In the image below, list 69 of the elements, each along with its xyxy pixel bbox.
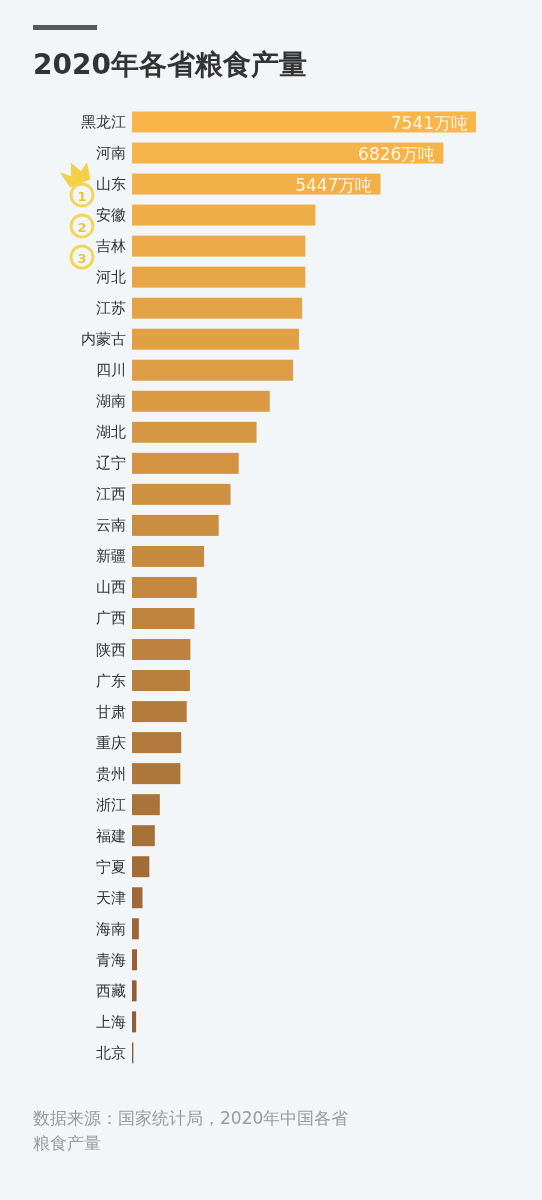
y-tick-label: 天津: [96, 888, 126, 907]
bar: [132, 173, 381, 195]
y-tick-label: 北京: [96, 1043, 126, 1062]
y-tick-label: 黑龙江: [81, 113, 126, 131]
y-tick-label: 青海: [96, 950, 126, 969]
bar: [132, 794, 160, 816]
y-tick-label: 云南: [96, 516, 126, 535]
bar: [132, 266, 306, 288]
bar: [132, 483, 231, 505]
bar: [132, 421, 257, 443]
bar: [132, 825, 155, 847]
bar: [132, 918, 139, 940]
data-label: 6826万吨: [358, 144, 436, 165]
y-tick-label: 宁夏: [96, 857, 126, 876]
bar: [132, 235, 306, 257]
bar: [132, 452, 239, 474]
y-tick-label: 湖南: [96, 392, 126, 411]
bar: [132, 887, 143, 909]
y-tick-label: 福建: [96, 826, 126, 845]
bar: [132, 732, 182, 754]
bar: [132, 701, 187, 723]
y-tick-label: 西藏: [96, 981, 126, 1000]
bar: [132, 545, 205, 567]
y-tick-label: 江苏: [96, 299, 126, 318]
y-tick-label: 湖北: [96, 423, 126, 442]
bar: [132, 297, 303, 319]
source-note: 数据来源：国家统计局，2020年中国各省粮食产量: [33, 1107, 350, 1155]
bar: [132, 639, 191, 661]
y-tick-label: 吉林: [96, 237, 126, 256]
bar: [132, 390, 270, 412]
bar: [132, 980, 137, 1002]
bar: [132, 576, 197, 598]
bar: [132, 111, 476, 133]
bar: [132, 949, 138, 971]
data-label: 5447万吨: [295, 175, 373, 196]
y-tick-label: 内蒙古: [81, 330, 126, 349]
y-tick-label: 陕西: [96, 640, 126, 659]
y-tick-label: 上海: [96, 1012, 126, 1031]
bar: [132, 359, 294, 381]
bar: [132, 1011, 137, 1033]
bar: [132, 856, 150, 878]
y-tick-label: 广西: [96, 609, 126, 628]
y-tick-label: 江西: [96, 485, 126, 504]
bar: [132, 607, 195, 629]
text: 2: [77, 219, 87, 235]
bar: [132, 328, 299, 350]
y-tick-label: 新疆: [96, 547, 126, 566]
y-tick-label: 河南: [96, 144, 126, 163]
y-tick-label: 山西: [96, 578, 126, 597]
y-tick-label: 甘肃: [96, 702, 126, 721]
y-tick-label: 贵州: [96, 764, 126, 783]
y-tick-label: 辽宁: [96, 454, 126, 473]
y-tick-label: 海南: [96, 919, 126, 938]
y-tick-label: 广东: [96, 671, 126, 690]
y-tick-label: 重庆: [96, 733, 126, 752]
bar: [132, 763, 181, 785]
text: 1: [77, 188, 87, 204]
text: 3: [77, 250, 87, 266]
y-tick-label: 安徽: [96, 206, 126, 225]
y-tick-label: 四川: [96, 361, 126, 380]
y-tick-label: 浙江: [96, 795, 126, 814]
chart-title: 2020年各省粮食产量: [33, 47, 307, 83]
y-tick-label: 山东: [96, 175, 126, 194]
y-tick-label: 河北: [96, 268, 126, 287]
bar: [132, 142, 444, 164]
bar: [132, 204, 316, 226]
bar: [132, 514, 219, 536]
data-label: 7541万吨: [390, 113, 468, 133]
bar: [132, 670, 190, 692]
